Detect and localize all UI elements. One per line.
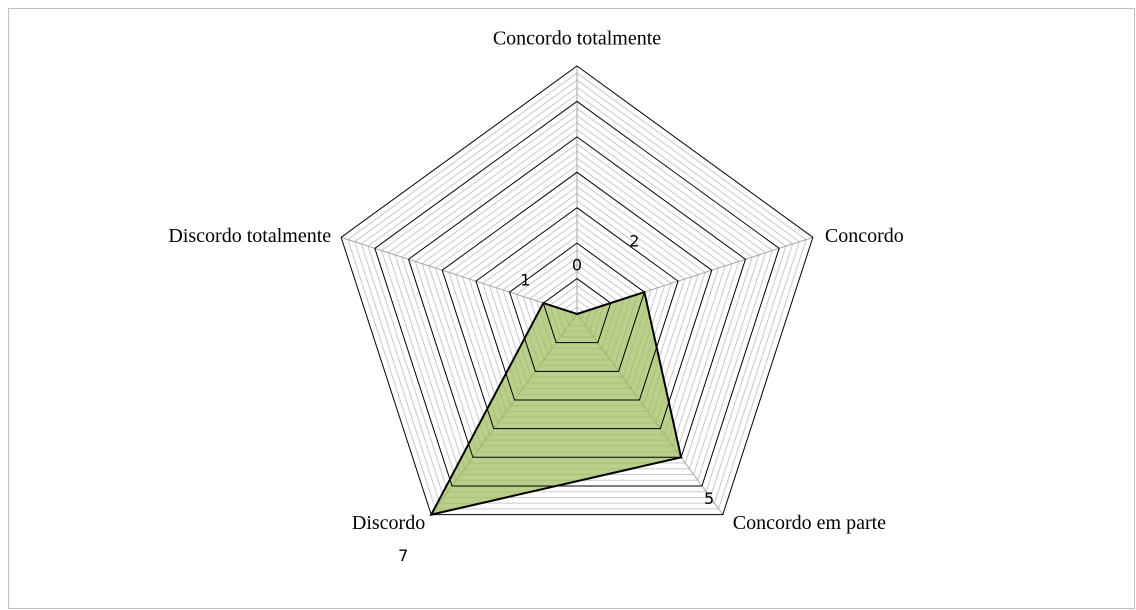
grid-line (441, 171, 713, 430)
grid-line (407, 136, 747, 458)
category-label: Discordo (352, 512, 425, 534)
data-label: 1 (520, 271, 530, 290)
minor-grid-line (354, 79, 800, 504)
minor-grid-line (367, 93, 787, 493)
minor-grid-line (360, 86, 794, 498)
grid-line (475, 207, 679, 401)
spoke (340, 236, 578, 315)
data-area (431, 292, 682, 515)
data-label: 5 (704, 489, 714, 508)
data-label: 2 (629, 232, 639, 251)
data-label: 7 (398, 546, 408, 565)
category-label: Concordo totalmente (493, 28, 661, 50)
minor-grid-line (347, 72, 807, 510)
data-label: 0 (572, 256, 582, 275)
category-label: Concordo em parte (733, 512, 886, 534)
grid-line (340, 65, 814, 516)
category-label: Concordo (825, 225, 904, 247)
grid-line (542, 277, 612, 344)
grid-line (374, 100, 780, 487)
data-line (429, 290, 683, 517)
category-label: Discordo totalmente (168, 225, 331, 247)
grid-line (509, 242, 645, 372)
